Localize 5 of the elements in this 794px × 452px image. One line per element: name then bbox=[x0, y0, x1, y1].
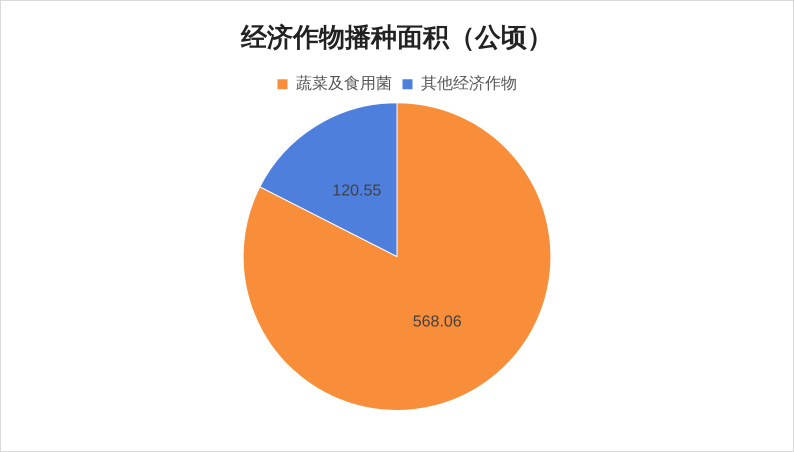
legend-label: 蔬菜及食用菌 bbox=[296, 74, 392, 93]
data-label: 120.55 bbox=[332, 182, 382, 200]
data-label: 568.06 bbox=[412, 314, 462, 331]
legend-label: 其他经济作物 bbox=[421, 74, 517, 93]
chart-title: 经济作物播种面积（公顷） bbox=[240, 22, 553, 52]
